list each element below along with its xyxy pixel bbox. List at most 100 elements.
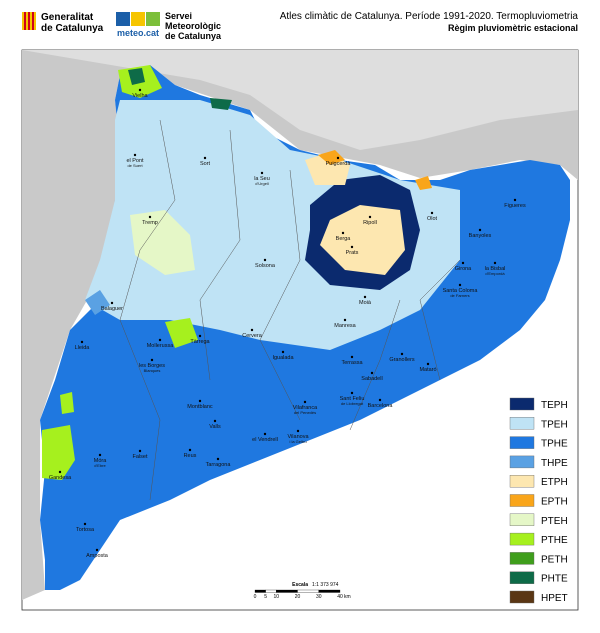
city-label: Olot — [427, 216, 438, 222]
city-dot — [138, 88, 142, 92]
scale-tick-label: 30 — [316, 594, 322, 600]
city-label: Vilanova — [288, 434, 310, 440]
legend-label: TEPH — [541, 400, 568, 411]
scale-segment — [318, 589, 341, 593]
city-label: Girona — [455, 266, 472, 272]
city-dot — [341, 231, 345, 235]
climate-region — [42, 425, 75, 480]
city-dot — [513, 198, 517, 202]
city-dot — [493, 261, 497, 265]
city-dot — [198, 334, 202, 338]
legend-label: ETPH — [541, 477, 568, 488]
city-dot — [158, 338, 162, 342]
legend-label: PTHE — [541, 535, 568, 546]
city-label: Moià — [359, 300, 372, 306]
city-label: Banyoles — [469, 233, 492, 239]
city-dot — [80, 340, 84, 344]
city-label: Montblanc — [187, 404, 213, 410]
scale-unit: km — [344, 594, 351, 600]
city-label: d'Urgell — [255, 181, 269, 186]
city-label: Tàrrega — [190, 339, 210, 345]
city-dot — [138, 449, 142, 453]
legend-swatch — [509, 590, 535, 604]
city-label: la Seu — [254, 176, 270, 182]
scale-segment — [276, 589, 298, 593]
legend-swatch — [509, 417, 535, 430]
scale-label: Escala — [292, 582, 308, 588]
city-label: el Vendrell — [252, 437, 278, 443]
city-label: Lleida — [75, 345, 91, 351]
city-dot — [98, 453, 102, 457]
scale-segment — [297, 589, 319, 593]
city-dot — [213, 419, 217, 423]
climate-region — [130, 210, 195, 275]
legend-swatch — [509, 552, 535, 565]
city-label: Tremp — [142, 220, 158, 226]
city-dot — [198, 399, 202, 403]
city-label: Igualada — [272, 355, 294, 361]
city-dot — [370, 371, 374, 375]
legend-label: HPET — [541, 593, 568, 604]
city-dot — [350, 391, 354, 395]
city-label: i la Geltrú — [289, 439, 306, 444]
city-label: Barcelona — [368, 403, 394, 409]
city-dot — [263, 258, 267, 262]
city-dot — [350, 355, 354, 359]
city-label: Reus — [184, 453, 197, 459]
legend-swatch — [509, 436, 535, 449]
scale-tick-label: 0 — [254, 594, 257, 600]
climate-region — [60, 392, 74, 414]
city-dot — [458, 283, 462, 287]
meteo-logo — [116, 12, 160, 26]
legend-swatch — [509, 494, 535, 507]
subtitle: Règim pluviomètric estacional — [448, 23, 578, 33]
legend-swatch — [509, 397, 535, 411]
city-label: del Penedès — [294, 410, 316, 415]
climate-region — [128, 68, 145, 85]
city-dot — [203, 156, 207, 160]
city-label: Solsona — [255, 263, 276, 269]
city-dot — [430, 211, 434, 215]
scale-tick-label: 40 — [337, 594, 343, 600]
city-dot — [336, 156, 340, 160]
scale-bar: Escala 1:1 373 974 0 5 10 20 30 40 km — [254, 582, 351, 600]
city-dot — [58, 470, 62, 474]
city-label: Granollers — [389, 357, 415, 363]
meteo-logo-text: meteo.cat — [117, 28, 159, 38]
city-dot — [378, 398, 382, 402]
legend-swatch — [509, 475, 535, 488]
legend: TEPH TPEH TPHE THPE ETPH EPTH PTEH PTHE PETH PHTE… — [504, 392, 576, 606]
city-dot — [150, 358, 154, 362]
legend-label: EPTH — [541, 497, 568, 508]
city-label: Gandesa — [49, 475, 72, 481]
city-label: Prats — [346, 250, 359, 256]
climate-region — [165, 318, 198, 348]
legend-label: PTEH — [541, 516, 568, 527]
city-dot — [363, 295, 367, 299]
map — [21, 49, 579, 611]
city-label: Vilafranca — [293, 405, 318, 411]
city-dot — [281, 350, 285, 354]
city-label: Berga — [336, 236, 352, 242]
city-label: Balaguer — [101, 306, 123, 312]
city-label: les Borges — [139, 363, 165, 369]
city-label: Mollerussa — [147, 343, 175, 349]
scale-tick-label: 20 — [295, 594, 301, 600]
city-label: de Suert — [127, 163, 143, 168]
city-dot — [461, 261, 465, 265]
city-label: Vielha — [132, 93, 148, 99]
legend-swatch — [509, 455, 535, 469]
title: Atles climàtic de Catalunya. Període 199… — [280, 11, 579, 22]
climate-region — [415, 176, 432, 190]
climate-region — [210, 98, 232, 110]
city-dot — [250, 328, 254, 332]
gencat-name: Generalitat — [41, 12, 94, 23]
city-label: d'Ebre — [94, 463, 106, 468]
legend-label: PETH — [541, 554, 568, 565]
city-dot — [478, 228, 482, 232]
gencat-logo — [22, 12, 36, 30]
city-dot — [133, 153, 137, 157]
city-dot — [263, 432, 267, 436]
city-label: la Bisbal — [485, 266, 506, 272]
